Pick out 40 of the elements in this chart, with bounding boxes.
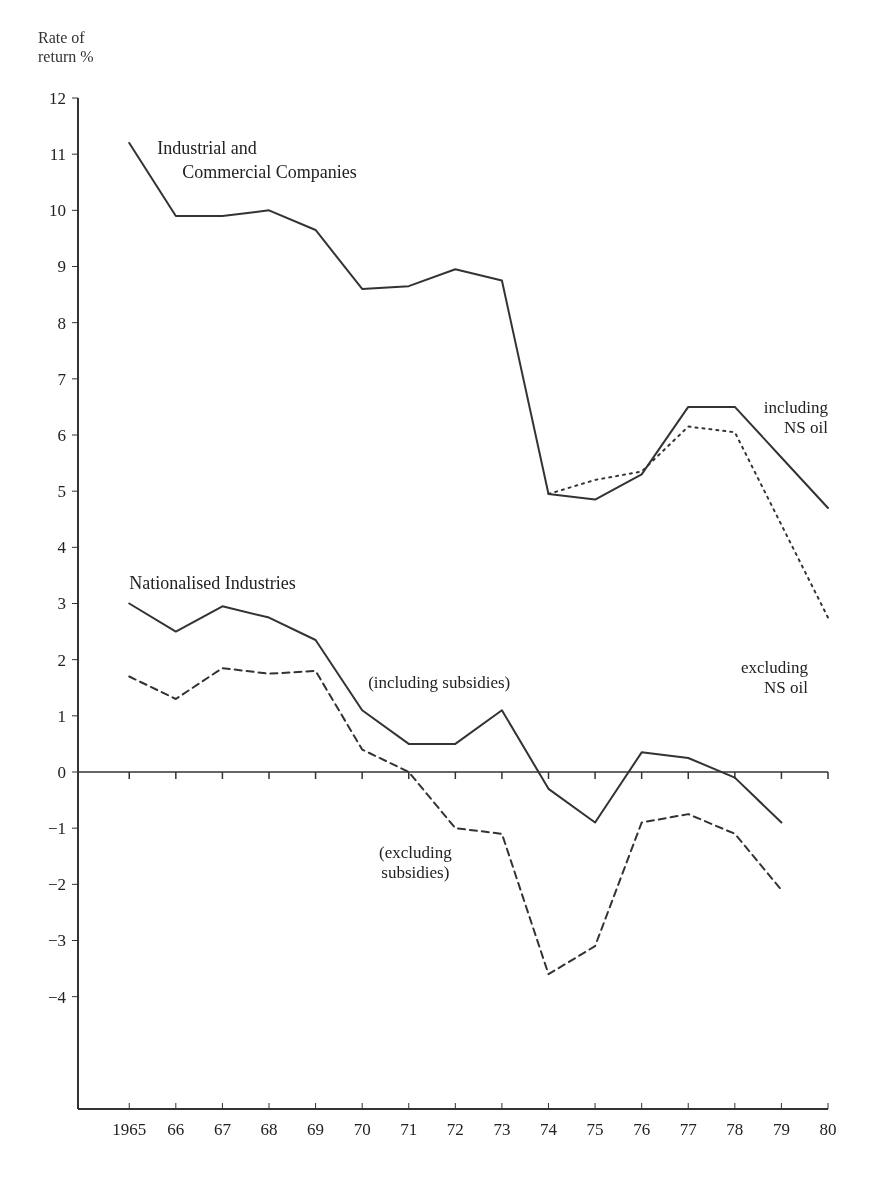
x-tick-label: 74 bbox=[540, 1120, 558, 1139]
x-tick-label: 80 bbox=[819, 1120, 837, 1139]
x-tick-label: 66 bbox=[167, 1120, 185, 1139]
y-tick-label: 11 bbox=[49, 145, 66, 165]
y-tick-label: −1 bbox=[47, 819, 66, 839]
y-tick-label: 8 bbox=[57, 313, 66, 333]
x-tick-label: 67 bbox=[213, 1120, 232, 1139]
series-label: (including subsidies) bbox=[368, 673, 511, 693]
series-label: including NS oil bbox=[763, 398, 829, 438]
x-tick-label: 1965 bbox=[112, 1120, 147, 1139]
y-tick-label: 9 bbox=[57, 257, 66, 277]
annotation: Industrial and Commercial Companies bbox=[157, 138, 357, 183]
y-tick-label: 6 bbox=[57, 425, 66, 445]
series-label: (excluding subsidies) bbox=[378, 843, 453, 883]
y-tick-label: −2 bbox=[47, 875, 66, 895]
y-tick-label: 10 bbox=[49, 201, 66, 221]
y-tick-label: 12 bbox=[49, 88, 66, 108]
y-tick-label: 0 bbox=[57, 762, 66, 782]
x-tick-label: 73 bbox=[493, 1120, 511, 1139]
x-tick-label: 69 bbox=[307, 1120, 325, 1139]
y-tick-label: 3 bbox=[57, 594, 66, 614]
x-tick-label: 77 bbox=[679, 1120, 698, 1139]
x-tick-label: 70 bbox=[353, 1120, 371, 1139]
x-tick-label: 68 bbox=[260, 1120, 278, 1139]
y-tick-label: 1 bbox=[57, 706, 66, 726]
y-tick-label: 5 bbox=[57, 482, 66, 502]
y-axis-title: Rate of return % bbox=[38, 29, 94, 65]
y-tick-label: 4 bbox=[57, 538, 67, 558]
x-tick-label: 78 bbox=[726, 1120, 744, 1139]
x-tick-label: 71 bbox=[400, 1120, 418, 1139]
x-tick-label: 72 bbox=[446, 1120, 464, 1139]
y-tick-label: −4 bbox=[47, 987, 67, 1007]
y-tick-label: 7 bbox=[57, 369, 67, 389]
x-tick-label: 79 bbox=[772, 1120, 790, 1139]
y-tick-label: 2 bbox=[57, 650, 66, 670]
annotation: Nationalised Industries bbox=[129, 573, 296, 594]
x-tick-label: 75 bbox=[586, 1120, 604, 1139]
text: excluding NS oil bbox=[740, 657, 809, 697]
x-tick-label: 76 bbox=[633, 1120, 651, 1139]
y-tick-label: −3 bbox=[47, 931, 66, 951]
